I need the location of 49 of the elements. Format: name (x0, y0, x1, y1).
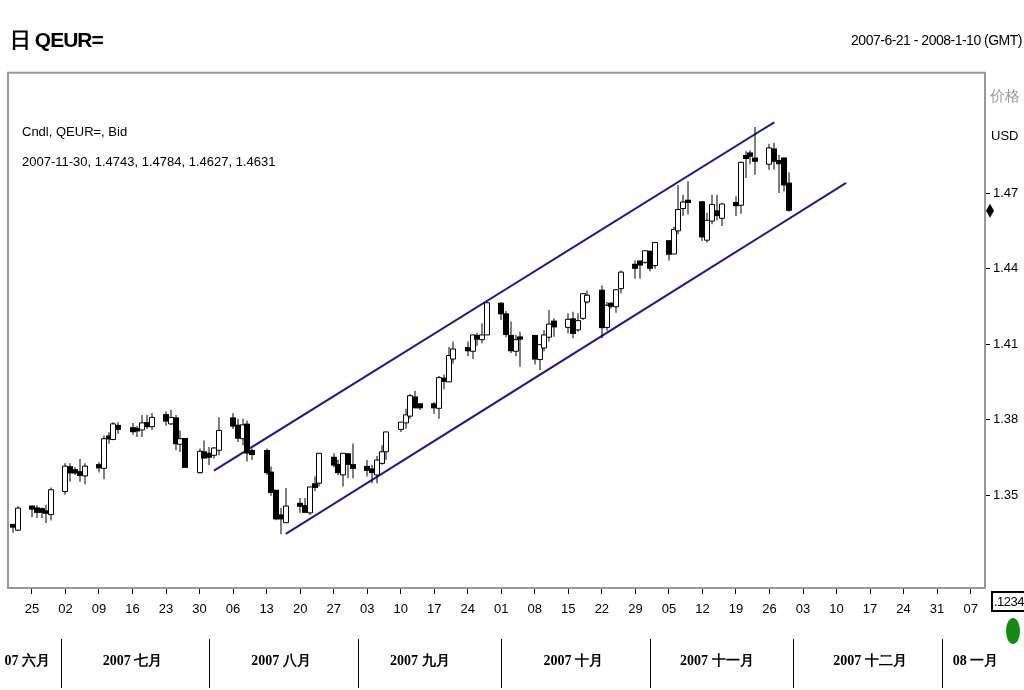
text: USD (991, 128, 1019, 144)
x-tick-label: 25 (24, 601, 40, 617)
y-tick-label: 1.47 (993, 185, 1019, 201)
x-tick-label: 27 (326, 601, 341, 617)
x2-tick-label: 2007 十二月 (833, 653, 907, 669)
x-tick-label: 15 (561, 601, 576, 617)
x-tick-label: 20 (292, 601, 308, 617)
chart-title: 日 QEUR= (10, 27, 103, 53)
y-tick-label: 1.35 (993, 486, 1019, 502)
x-tick-label: 05 (661, 601, 677, 617)
x-tick-label: 23 (158, 601, 174, 617)
text: .1234 (991, 591, 1024, 612)
x2-tick-label: 2007 七月 (102, 653, 163, 669)
x-tick-label: 02 (58, 601, 73, 617)
x2-tick-label: 07 六月 (4, 652, 50, 669)
x-tick-label: 03 (795, 601, 811, 617)
x2-tick-label: 2007 九月 (390, 653, 450, 669)
annotation: Cndl, QEUR=, Bid (22, 124, 128, 140)
x-tick-label: 24 (896, 601, 911, 617)
y-tick-label: 1.38 (993, 411, 1019, 427)
x-tick-label: 24 (460, 601, 475, 617)
x-tick-label: 10 (393, 601, 408, 617)
y-tick-label: 1.41 (993, 335, 1019, 351)
x2-tick-label: 2007 八月 (251, 653, 311, 669)
x-tick-label: 19 (728, 601, 744, 617)
x-tick-label: 03 (359, 601, 375, 617)
x2-tick-label: 2007 十月 (543, 653, 603, 669)
x-tick-label: 30 (192, 601, 207, 617)
chart-subtitle: 2007-6-21 - 2008-1-10 (GMT) (851, 32, 1022, 48)
x-tick-label: 29 (628, 601, 643, 617)
x-tick-label: 08 (527, 601, 543, 617)
y-axis-title: 价格 (989, 86, 1020, 104)
x-tick-label: 17 (427, 601, 442, 617)
y-tick-label: 1.44 (993, 260, 1019, 276)
x-tick-label: 17 (862, 601, 878, 617)
x-tick-label: 31 (929, 601, 945, 617)
x-tick-label: 09 (91, 601, 107, 617)
x2-tick-label: 2007 十一月 (680, 653, 754, 669)
x-tick-label: 01 (494, 601, 509, 617)
x-tick-label: 10 (829, 601, 844, 617)
x2-tick-label: 08 一月 (952, 653, 999, 669)
x-tick-label: 22 (594, 601, 610, 617)
x-tick-label: 13 (259, 601, 274, 617)
x-tick-label: 26 (762, 601, 777, 617)
x-tick-label: 07 (963, 601, 978, 617)
x-tick-label: 12 (695, 601, 710, 617)
x-tick-label: 06 (225, 601, 241, 617)
x-tick-label: 16 (125, 601, 140, 617)
annotation: 2007-11-30, 1.4743, 1.4784, 1.4627, 1.4631 (22, 154, 276, 170)
